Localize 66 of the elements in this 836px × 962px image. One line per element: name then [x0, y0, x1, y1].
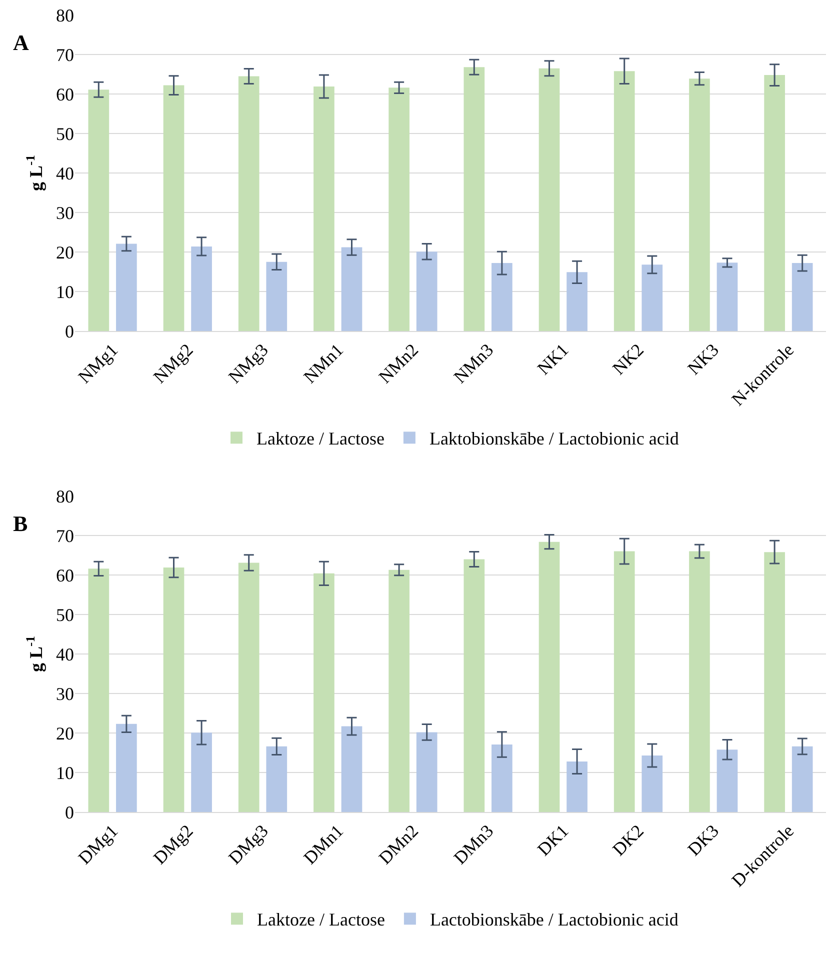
y-tick-label: 50 [56, 124, 74, 144]
text: B [13, 511, 28, 536]
bar [566, 272, 588, 331]
bar [341, 726, 362, 812]
bar [116, 724, 137, 812]
bar [764, 552, 785, 812]
legend-label: Laktobionskābe / Lactobionic acid [429, 428, 679, 449]
y-tick-label: 30 [56, 202, 74, 223]
bar [566, 761, 588, 812]
bar [191, 732, 212, 812]
bar [538, 68, 560, 331]
bar [191, 246, 212, 331]
bar [88, 90, 110, 331]
bar [464, 67, 485, 331]
bar [238, 76, 260, 331]
bar [314, 573, 334, 812]
bar [716, 262, 738, 331]
bar [538, 542, 560, 812]
bar [792, 746, 813, 812]
y-tick-label: 70 [56, 44, 74, 65]
bar [163, 85, 184, 331]
y-tick-label: 10 [56, 762, 74, 783]
y-tick-label: 30 [56, 684, 74, 704]
bar [689, 78, 710, 331]
bar [716, 750, 738, 812]
y-tick-label: 80 [56, 486, 74, 506]
bar [416, 252, 438, 331]
legend-label: Laktoze / Lactose [256, 428, 384, 449]
y-tick-label: 70 [56, 526, 74, 546]
y-tick-label: 40 [56, 163, 74, 184]
y-tick-label: 60 [56, 84, 74, 104]
bar [764, 75, 785, 331]
bar [238, 562, 260, 812]
bar [388, 88, 410, 331]
bar [492, 263, 512, 331]
y-tick-label: 40 [56, 644, 74, 664]
bar [689, 551, 710, 812]
bar [464, 559, 485, 812]
bar [614, 71, 635, 331]
bar [266, 262, 288, 331]
y-tick-label: 60 [56, 565, 74, 586]
bar [642, 756, 663, 812]
legend-label: Laktoze / Lactose [257, 910, 385, 930]
bar [341, 247, 362, 331]
y-tick-label: 10 [56, 282, 74, 302]
bar [88, 568, 110, 812]
bar [388, 570, 410, 812]
x-tick-label: NK1 [533, 340, 572, 379]
bar [642, 264, 663, 331]
y-tick-label: 20 [56, 723, 74, 744]
y-tick-label: 80 [56, 5, 74, 26]
y-tick-label: 20 [56, 242, 74, 262]
bar [614, 551, 635, 812]
y-tick-label: 0 [65, 802, 74, 822]
bar [792, 263, 813, 331]
bar [116, 244, 137, 331]
text: A [13, 30, 29, 55]
bar [314, 86, 334, 331]
y-tick-label: 50 [56, 604, 74, 625]
x-tick-label: DK1 [533, 820, 572, 860]
bar [266, 746, 288, 812]
legend-label: Lactobionskābe / Lactobionic acid [430, 910, 678, 930]
bar [416, 732, 438, 812]
bar [163, 568, 184, 812]
bar [492, 744, 512, 812]
y-tick-label: 0 [65, 321, 74, 342]
